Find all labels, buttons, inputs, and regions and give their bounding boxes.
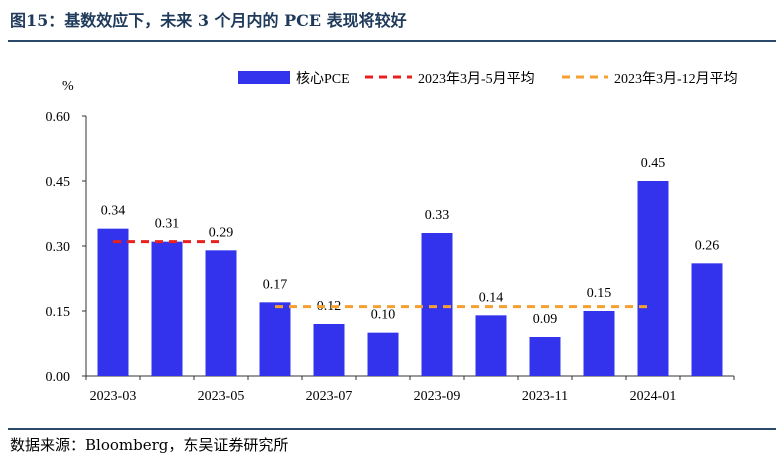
bar bbox=[637, 181, 669, 376]
legend-label-core-pce: 核心PCE bbox=[296, 71, 350, 87]
data-label: 0.14 bbox=[479, 290, 504, 305]
bar bbox=[367, 332, 399, 376]
data-label: 0.12 bbox=[317, 299, 342, 314]
bottom-rule bbox=[8, 428, 776, 430]
bar bbox=[529, 337, 561, 376]
data-label: 0.31 bbox=[155, 217, 180, 232]
top-rule bbox=[8, 40, 776, 42]
bar bbox=[421, 233, 453, 376]
legend-label-mar-may-avg: 2023年3月-5月平均 bbox=[418, 71, 535, 87]
figure-title: 图15：基数效应下，未来 3 个月内的 PCE 表现将较好 bbox=[10, 11, 407, 30]
source-note: 数据来源：Bloomberg，东吴证券研究所 bbox=[10, 436, 289, 454]
x-tick-label: 2024-01 bbox=[630, 389, 677, 404]
bar bbox=[691, 263, 723, 376]
y-tick-label: 0.30 bbox=[46, 240, 71, 255]
x-tick-label: 2023-03 bbox=[90, 389, 137, 404]
x-tick-label: 2023-05 bbox=[198, 389, 245, 404]
y-axis-ticks: 0.00 0.15 0.30 0.45 0.60 bbox=[46, 110, 86, 385]
y-tick-label: 0.60 bbox=[46, 110, 71, 125]
y-axis-unit-label: % bbox=[62, 79, 74, 94]
data-labels: 0.34 0.31 0.29 0.17 0.12 0.10 0.33 0.14 0.09 0.15… bbox=[101, 156, 720, 327]
bar bbox=[583, 311, 615, 376]
bar bbox=[475, 315, 507, 376]
y-tick-label: 0.15 bbox=[46, 305, 71, 320]
x-tick-label: 2023-07 bbox=[306, 389, 353, 404]
x-axis-ticks: 2023-03 2023-05 2023-07 2023-09 2023-11 2024-… bbox=[85, 376, 735, 404]
data-label: 0.33 bbox=[425, 208, 450, 223]
bar bbox=[97, 228, 129, 376]
x-tick-label: 2023-11 bbox=[522, 389, 568, 404]
bar bbox=[151, 241, 183, 376]
bar bbox=[313, 324, 345, 376]
data-label: 0.10 bbox=[371, 308, 396, 323]
data-label: 0.15 bbox=[587, 286, 612, 301]
bar bbox=[259, 302, 291, 376]
data-label: 0.34 bbox=[101, 204, 126, 219]
data-label: 0.26 bbox=[695, 238, 720, 253]
data-label: 0.17 bbox=[263, 277, 288, 292]
bar bbox=[205, 250, 237, 376]
x-tick-label: 2023-09 bbox=[414, 389, 461, 404]
data-label: 0.29 bbox=[209, 225, 234, 240]
legend-swatch-core-pce bbox=[238, 71, 290, 84]
y-tick-label: 0.45 bbox=[46, 175, 71, 190]
reference-lines bbox=[113, 240, 653, 309]
legend-label-mar-dec-avg: 2023年3月-12月平均 bbox=[614, 71, 738, 87]
y-tick-label: 0.00 bbox=[46, 370, 71, 385]
chart-legend: 核心PCE 2023年3月-5月平均 2023年3月-12月平均 bbox=[238, 71, 738, 87]
bar-series bbox=[97, 181, 723, 376]
data-label: 0.09 bbox=[533, 312, 558, 327]
data-label: 0.45 bbox=[641, 156, 666, 171]
